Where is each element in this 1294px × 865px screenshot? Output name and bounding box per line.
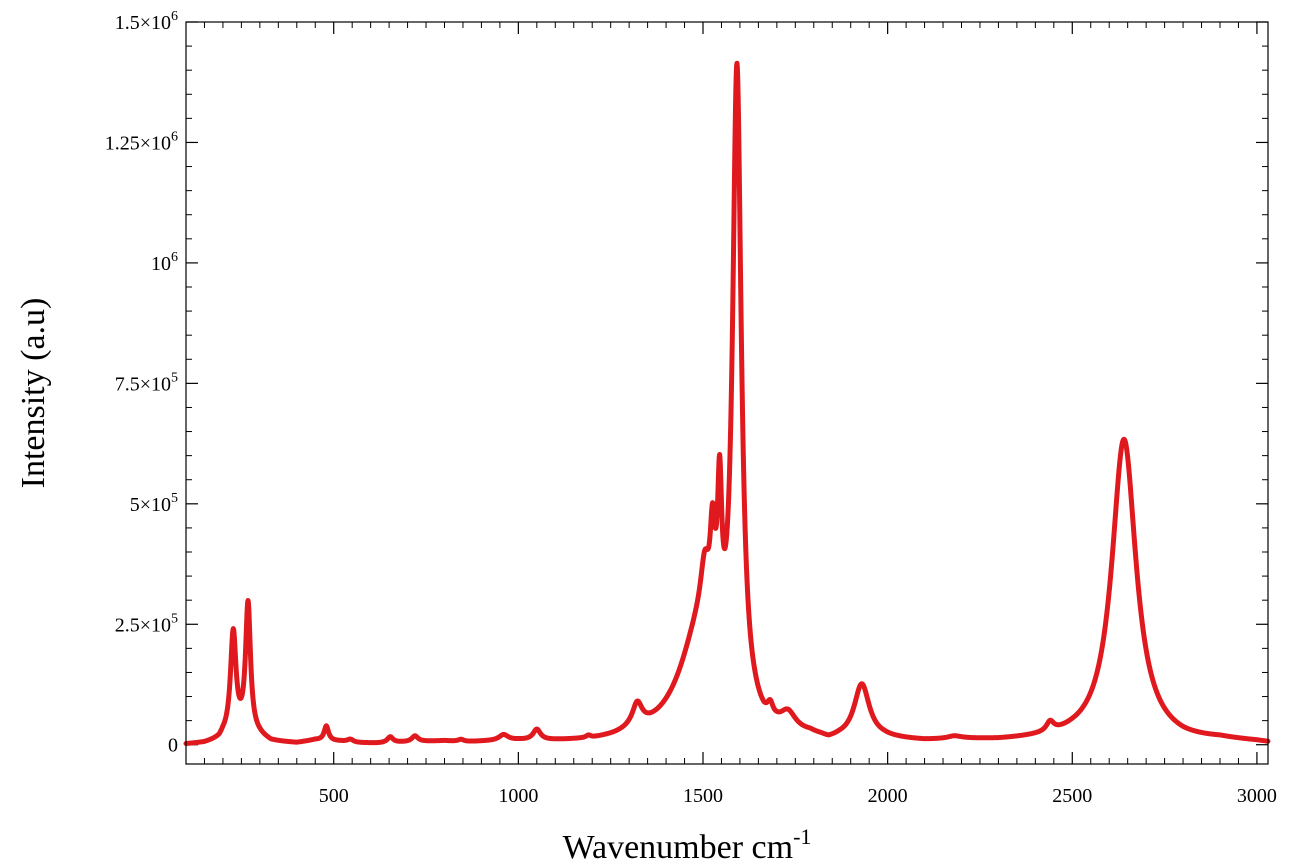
x-tick-label: 3000	[1237, 785, 1277, 807]
x-axis-title: Wavenumber cm-1	[563, 824, 812, 865]
y-tick-label: 2.5×105	[115, 611, 178, 636]
y-tick-label: 1.25×106	[105, 129, 178, 154]
y-tick-label: 1.5×106	[115, 9, 178, 34]
x-tick-label: 2000	[868, 785, 908, 807]
x-tick-label: 1500	[683, 785, 723, 807]
spectrum-line	[183, 60, 1271, 746]
y-tick-label: 0	[168, 735, 178, 757]
y-tick-label: 5×105	[130, 491, 178, 516]
tick-labels-layer: 500 1000 1500 2000 2500 3000 0 2.5×105 5×105 7.5×…	[105, 9, 1277, 807]
x-tick-label: 500	[319, 785, 349, 807]
x-axis-title-superscript: -1	[793, 824, 811, 849]
x-tick-label: 2500	[1052, 785, 1092, 807]
plot-frame	[185, 21, 1269, 765]
y-tick-label: 7.5×105	[115, 370, 178, 395]
y-tick-label: 106	[151, 250, 178, 275]
y-axis-title: Intensity (a.u)	[15, 298, 52, 489]
x-tick-label: 1000	[498, 785, 538, 807]
ticks-layer	[186, 21, 1268, 764]
x-axis-title-text: Wavenumber cm	[563, 829, 793, 865]
